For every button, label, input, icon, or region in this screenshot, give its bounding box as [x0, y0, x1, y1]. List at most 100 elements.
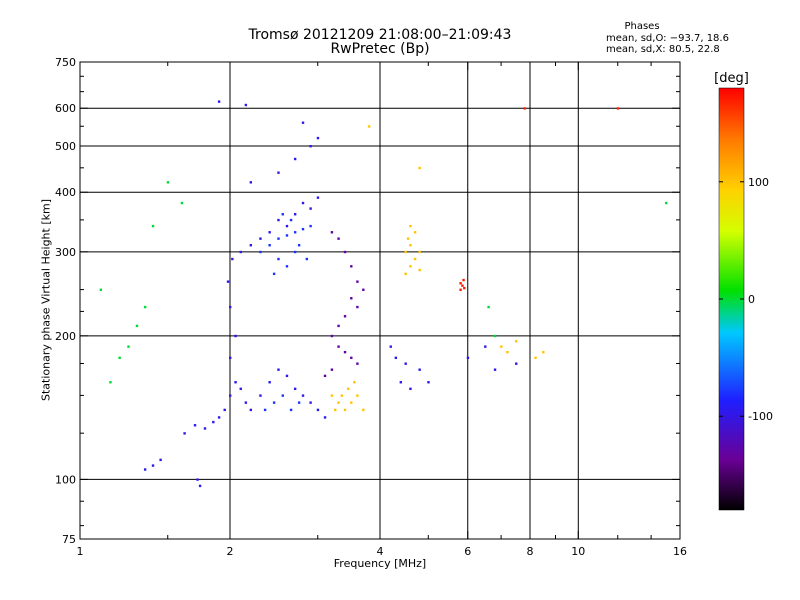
- data-point: [118, 356, 121, 360]
- data-point: [418, 250, 421, 254]
- data-point: [99, 288, 103, 291]
- data-point: [285, 224, 289, 228]
- data-point: [239, 250, 242, 254]
- data-point: [309, 401, 312, 404]
- data-point: [362, 288, 365, 291]
- data-point: [353, 381, 356, 384]
- x-tick-label: 6: [464, 545, 471, 558]
- data-point: [330, 394, 334, 397]
- data-point: [500, 345, 503, 348]
- axis-ticks: 1 2 4 6 8 10 16 75 100 200 300 400 500 600 750: [55, 56, 687, 558]
- data-point: [461, 284, 464, 287]
- data-point: [427, 381, 430, 384]
- data-point: [399, 381, 403, 384]
- data-point: [409, 224, 412, 228]
- data-point: [229, 394, 232, 397]
- data-point: [346, 387, 350, 391]
- data-point: [506, 350, 509, 354]
- data-point: [234, 381, 237, 384]
- data-point: [309, 144, 312, 148]
- data-point: [226, 280, 230, 283]
- data-point: [487, 305, 490, 309]
- data-point: [350, 356, 353, 360]
- y-tick-label: 300: [55, 246, 76, 259]
- data-point: [301, 394, 305, 397]
- data-point: [362, 408, 365, 412]
- data-point: [404, 362, 407, 365]
- y-tick-label: 400: [55, 186, 76, 199]
- y-tick-label: 200: [55, 330, 76, 343]
- data-point: [277, 237, 280, 240]
- data-point: [127, 345, 130, 348]
- colorbar-tick-label: 0: [748, 293, 755, 306]
- data-point: [337, 237, 340, 240]
- data-point: [406, 237, 410, 240]
- data-point: [515, 362, 518, 365]
- data-point: [418, 268, 421, 272]
- data-point: [418, 166, 421, 170]
- data-point: [151, 224, 155, 228]
- data-point: [301, 201, 305, 205]
- data-point: [263, 408, 267, 412]
- data-point: [293, 157, 297, 161]
- data-point: [343, 315, 347, 318]
- data-point: [356, 362, 359, 365]
- data-point: [259, 237, 262, 240]
- data-point: [143, 305, 147, 309]
- data-point: [297, 244, 301, 247]
- data-point: [234, 334, 237, 338]
- data-point: [330, 368, 334, 371]
- chart-subtitle: RwPretec (Bp): [330, 41, 430, 57]
- data-point: [350, 401, 353, 404]
- data-point: [293, 387, 297, 391]
- data-point: [462, 278, 465, 282]
- data-point: [143, 468, 147, 471]
- data-point: [409, 244, 412, 247]
- data-point: [285, 265, 289, 268]
- x-tick-label: 1: [77, 545, 84, 558]
- data-point: [180, 201, 184, 205]
- data-point: [330, 334, 334, 338]
- data-point: [309, 224, 312, 228]
- data-point: [323, 374, 327, 378]
- data-point: [665, 201, 668, 205]
- data-point: [249, 408, 253, 412]
- data-point: [459, 288, 462, 291]
- data-point: [217, 416, 221, 419]
- data-point: [309, 207, 312, 210]
- data-point: [239, 387, 242, 391]
- chart-title: Tromsø 20121209 21:08:00–21:09:43: [248, 27, 512, 43]
- data-point: [515, 340, 518, 343]
- data-point: [212, 420, 215, 424]
- data-point: [183, 432, 186, 435]
- data-point: [301, 227, 305, 231]
- data-point: [289, 408, 293, 412]
- data-point: [277, 257, 280, 261]
- data-point: [293, 250, 297, 254]
- y-tick-label: 100: [55, 473, 76, 486]
- data-point: [389, 345, 392, 348]
- data-point: [340, 394, 344, 397]
- data-point: [281, 213, 284, 216]
- data-point: [337, 345, 340, 348]
- data-point: [244, 103, 248, 107]
- y-tick-label: 750: [55, 56, 76, 69]
- grid-lines: [80, 62, 680, 539]
- data-point: [316, 408, 320, 412]
- x-tick-label: 10: [571, 545, 585, 558]
- data-point: [277, 368, 280, 371]
- data-point: [281, 394, 284, 397]
- y-tick-label: 600: [55, 102, 76, 115]
- x-tick-label: 16: [673, 545, 687, 558]
- data-point: [259, 394, 262, 397]
- data-point: [616, 107, 620, 110]
- data-point: [409, 265, 412, 268]
- data-point: [493, 368, 497, 371]
- data-points: [99, 100, 668, 488]
- data-point: [272, 272, 276, 276]
- colorbar-tick-label: 100: [748, 176, 769, 189]
- data-point: [109, 381, 112, 384]
- data-point: [463, 286, 466, 290]
- data-point: [337, 401, 340, 404]
- data-point: [356, 305, 359, 309]
